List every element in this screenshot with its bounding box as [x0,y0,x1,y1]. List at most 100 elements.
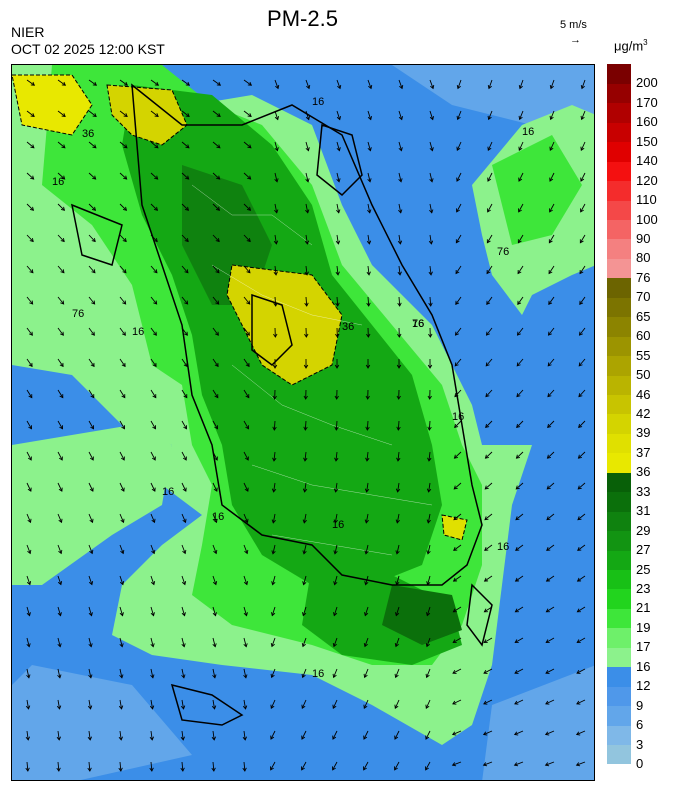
wind-vector [487,203,493,213]
wind-vector-head [514,608,519,613]
wind-vector-head [366,271,371,276]
colorbar-label: 200 [636,75,658,91]
wind-vector [305,79,310,89]
wind-vector-head [303,364,309,369]
wind-vector-head [334,364,340,369]
wind-vector [88,203,96,211]
wind-vector [57,172,65,180]
wind-vector-head [546,546,551,551]
wind-vector [483,699,493,705]
wind-vector [150,761,153,772]
wind-vector-head [60,300,65,305]
wind-vector-head [395,550,400,555]
wind-vector [119,606,124,616]
wind-vector-head [58,549,63,555]
wind-vector [429,110,434,120]
contour-label: 16 [312,668,324,680]
wind-vector [483,730,493,735]
concentration-map: 36 16 16 36 16 76 16 16 76 76 16 16 16 16 16 16 [11,64,595,781]
wind-vector [181,482,187,492]
wind-vector [336,234,339,244]
wind-vector [57,699,60,709]
wind-vector-head [513,762,519,767]
wind-vector-head [453,454,458,459]
colorbar-segment [607,316,631,337]
wind-vector [398,234,401,244]
wind-vector [88,730,91,740]
wind-vector [485,389,493,397]
wind-vector [333,668,338,678]
wind-vector [577,482,586,490]
wind-vector-head [149,767,154,772]
colorbar-label: 140 [636,153,658,169]
wind-vector-head [334,426,339,431]
colorbar-label: 50 [636,367,651,383]
wind-vector [486,296,493,305]
wind-vector-head [549,115,554,121]
colorbar-segment [607,102,631,123]
wind-vector-head [580,84,585,90]
wind-vector [303,575,307,585]
wind-vector-head [88,674,93,679]
wind-vector-head [576,608,581,613]
colorbar-label: 150 [636,133,658,149]
wind-vector [119,203,127,211]
wind-vector [365,544,369,554]
wind-vector-head [579,300,584,306]
wind-vector-head [181,581,187,586]
wind-vector-head [365,395,370,400]
wind-vector-head [396,426,401,431]
wind-vector [274,172,278,182]
wind-vector-head [332,766,336,771]
colorbar-label: 120 [636,172,658,188]
wind-vector [576,761,586,766]
wind-vector-head [245,331,250,336]
wind-vector [428,420,431,431]
wind-vector-head [516,331,521,336]
wind-vector-head [57,581,63,586]
wind-vector [212,482,218,492]
wind-vector-head [119,643,124,648]
wind-vector [397,451,400,461]
colorbar-label: 23 [636,581,651,596]
wind-vector-head [301,673,306,679]
wind-vector [453,482,462,490]
wind-vector-head [576,639,581,644]
wind-vector [181,575,186,585]
wind-vector [181,451,187,461]
wind-vector-head [363,704,368,709]
wind-vector-head [122,238,127,243]
wind-vector [243,79,252,86]
wind-vector-head [272,457,277,462]
colorbar-segment [607,666,631,687]
wind-vector-head [485,423,490,429]
wind-vector [333,606,338,616]
wind-vector-head [367,178,372,183]
wind-vector-head [429,178,434,183]
wind-vector [484,544,493,551]
wind-vector-head [364,488,370,493]
wind-vector-head [28,394,33,399]
wind-vector-head [120,518,125,524]
wind-vector-head [395,519,400,524]
contour-label: 36 [82,128,94,140]
wind-vector-head [57,674,62,679]
wind-vector [483,761,493,766]
wind-vector [26,606,31,616]
wind-vector-head [333,488,339,493]
colorbar-segment [607,180,631,201]
wind-vector-head [515,516,520,521]
wind-vector-head [455,239,460,244]
wind-vector [212,668,216,678]
wind-vector [119,575,124,585]
wind-vector [581,79,586,89]
wind-vector [578,451,586,459]
wind-vector-head [580,177,585,182]
colorbar-label: 27 [636,542,651,558]
wind-vector [88,606,93,616]
wind-vector [332,761,338,771]
wind-vector-head [246,300,251,305]
wind-vector [181,606,186,616]
wind-vector-head [548,239,553,244]
wind-vector [26,482,32,492]
